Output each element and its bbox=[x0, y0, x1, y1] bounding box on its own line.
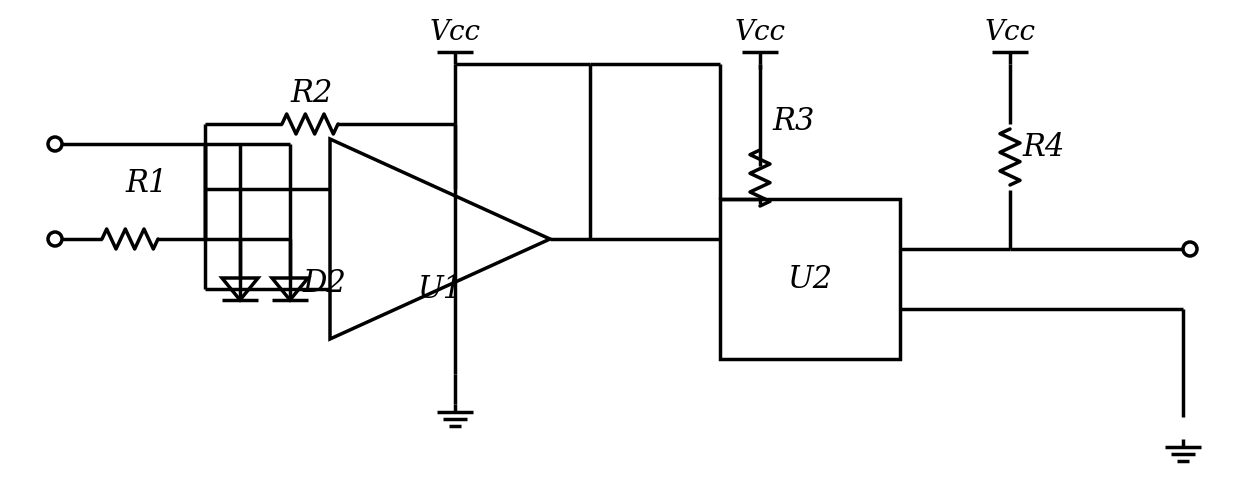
Text: Vcc: Vcc bbox=[430, 19, 481, 46]
Text: U1: U1 bbox=[418, 274, 462, 304]
Text: R2: R2 bbox=[290, 78, 332, 109]
Text: U2: U2 bbox=[788, 263, 833, 294]
Text: Vcc: Vcc bbox=[735, 19, 786, 46]
Bar bbox=[720, 199, 900, 359]
Text: R3: R3 bbox=[772, 107, 814, 137]
Text: Vcc: Vcc bbox=[985, 19, 1036, 46]
Text: R1: R1 bbox=[125, 168, 167, 199]
Text: R4: R4 bbox=[1022, 131, 1064, 163]
Text: D2: D2 bbox=[302, 269, 346, 299]
